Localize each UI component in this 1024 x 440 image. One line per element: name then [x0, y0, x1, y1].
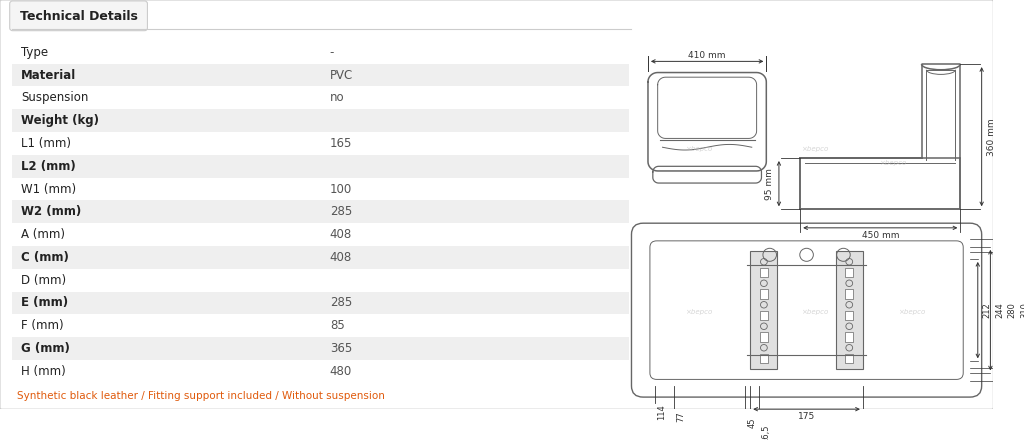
Text: F (mm): F (mm) — [22, 319, 63, 332]
Bar — [846, 332, 853, 342]
Text: C (mm): C (mm) — [22, 251, 70, 264]
Text: 95 mm: 95 mm — [765, 168, 774, 200]
Text: 100: 100 — [330, 183, 352, 195]
Text: G (mm): G (mm) — [22, 342, 71, 355]
Text: ×bepco: ×bepco — [879, 160, 906, 166]
Text: 244: 244 — [995, 302, 1005, 318]
Bar — [11, 223, 629, 246]
Text: 410 mm: 410 mm — [688, 51, 726, 60]
Text: W1 (mm): W1 (mm) — [22, 183, 77, 195]
Bar — [11, 178, 629, 200]
Text: 114: 114 — [656, 404, 666, 420]
Text: 85: 85 — [330, 319, 344, 332]
Bar — [11, 155, 629, 178]
Text: Suspension: Suspension — [22, 92, 89, 104]
Text: Type: Type — [22, 46, 48, 59]
Bar — [760, 311, 768, 320]
Text: 365: 365 — [330, 342, 352, 355]
Bar — [11, 41, 629, 64]
FancyBboxPatch shape — [9, 1, 147, 31]
Bar — [760, 268, 768, 277]
Text: 360 mm: 360 mm — [986, 118, 995, 155]
FancyBboxPatch shape — [650, 241, 964, 379]
Bar — [751, 251, 777, 369]
Text: ×bepco: ×bepco — [801, 146, 828, 152]
Text: L2 (mm): L2 (mm) — [22, 160, 76, 173]
Text: ×bepco: ×bepco — [898, 308, 926, 315]
Text: Technical Details: Technical Details — [19, 10, 137, 23]
Bar — [836, 251, 863, 369]
Text: 408: 408 — [330, 251, 352, 264]
Text: 175: 175 — [798, 412, 815, 421]
Text: no: no — [330, 92, 344, 104]
Text: W2 (mm): W2 (mm) — [22, 205, 82, 218]
Text: Synthetic black leather / Fitting support included / Without suspension: Synthetic black leather / Fitting suppor… — [17, 391, 385, 401]
Text: 212: 212 — [983, 302, 991, 318]
Bar — [11, 109, 629, 132]
Text: 77: 77 — [676, 411, 685, 422]
Bar — [846, 268, 853, 277]
Text: 280: 280 — [1008, 302, 1017, 318]
Text: 310: 310 — [1021, 302, 1024, 318]
Text: 285: 285 — [330, 297, 352, 309]
Bar — [846, 290, 853, 299]
Bar — [11, 87, 629, 109]
Bar — [11, 360, 629, 383]
Text: A (mm): A (mm) — [22, 228, 66, 241]
Bar — [11, 200, 629, 223]
Text: PVC: PVC — [330, 69, 353, 81]
Text: ×bepco: ×bepco — [685, 308, 712, 315]
Bar — [11, 246, 629, 269]
Bar — [11, 314, 629, 337]
Bar — [11, 269, 629, 292]
Text: 285: 285 — [330, 205, 352, 218]
Text: 45: 45 — [748, 418, 757, 428]
Text: L1 (mm): L1 (mm) — [22, 137, 72, 150]
Bar — [11, 132, 629, 155]
Text: 450 mm: 450 mm — [861, 231, 899, 240]
Bar — [846, 354, 853, 363]
Text: Material: Material — [22, 69, 77, 81]
Text: E (mm): E (mm) — [22, 297, 69, 309]
FancyBboxPatch shape — [632, 223, 982, 397]
Bar — [760, 290, 768, 299]
Text: ×bepco: ×bepco — [801, 308, 828, 315]
Text: 408: 408 — [330, 228, 352, 241]
Text: ×bepco: ×bepco — [685, 146, 712, 152]
Text: 480: 480 — [330, 365, 352, 378]
Bar — [11, 292, 629, 314]
Text: D (mm): D (mm) — [22, 274, 67, 286]
Text: H (mm): H (mm) — [22, 365, 67, 378]
Bar — [760, 332, 768, 342]
FancyBboxPatch shape — [0, 0, 993, 409]
Text: Weight (kg): Weight (kg) — [22, 114, 99, 127]
Bar — [760, 354, 768, 363]
Text: 16,5: 16,5 — [761, 424, 770, 440]
Text: 165: 165 — [330, 137, 352, 150]
Bar — [846, 311, 853, 320]
Text: -: - — [330, 46, 334, 59]
Bar — [11, 64, 629, 87]
Bar — [11, 337, 629, 360]
